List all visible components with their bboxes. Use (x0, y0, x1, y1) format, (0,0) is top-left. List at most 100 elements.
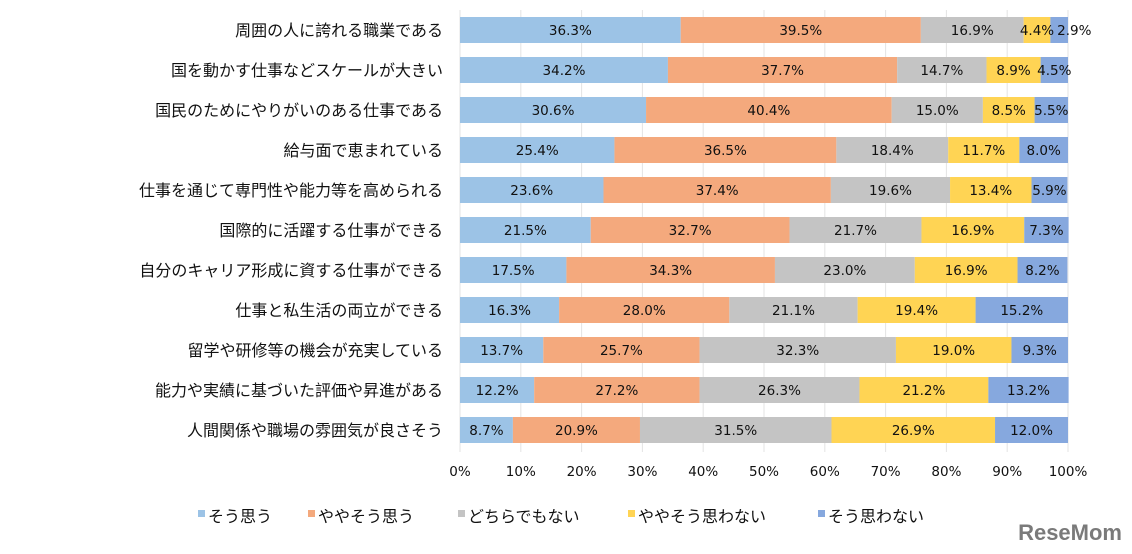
bar-segment (460, 377, 535, 403)
data-label: 16.9% (951, 23, 994, 39)
data-label: 8.7% (469, 423, 503, 439)
data-label: 7.3% (1029, 223, 1063, 239)
bar-segment (891, 97, 983, 123)
bar-segment (1023, 17, 1051, 43)
bar-segment (460, 337, 544, 363)
legend-label: ややそう思う (318, 507, 414, 526)
bar-segment (982, 97, 1035, 123)
bar-segment (830, 177, 951, 203)
data-label: 25.7% (600, 343, 643, 359)
bar-segment (975, 297, 1068, 323)
data-label: 30.6% (532, 103, 575, 119)
bar-segment (1034, 97, 1068, 123)
category-label: 国を動かす仕事などスケールが大きい (171, 61, 443, 80)
data-label: 9.3% (1023, 343, 1057, 359)
bar-segment (460, 177, 604, 203)
bar-segment (859, 377, 989, 403)
data-label: 8.5% (992, 103, 1026, 119)
legend-swatch (198, 510, 205, 517)
data-label: 17.5% (492, 263, 535, 279)
data-label: 32.3% (776, 343, 819, 359)
x-tick-label: 50% (749, 464, 779, 480)
category-label: 人間関係や職場の雰囲気が良さそう (187, 421, 443, 440)
data-label: 4.5% (1037, 63, 1071, 79)
bar-segment (836, 137, 949, 163)
category-label: 能力や実績に基づいた評価や昇進がある (155, 381, 443, 400)
bar-segment (1011, 337, 1068, 363)
data-label: 36.3% (549, 23, 592, 39)
x-tick-label: 10% (506, 464, 536, 480)
bar-segment (948, 137, 1020, 163)
data-label: 13.7% (480, 343, 523, 359)
x-tick-label: 100% (1049, 464, 1088, 480)
legend-label: そう思わない (828, 507, 924, 526)
category-label: 国際的に活躍する仕事ができる (219, 221, 443, 240)
x-tick-label: 80% (931, 464, 961, 480)
data-label: 40.4% (747, 103, 790, 119)
data-label: 16.3% (488, 303, 531, 319)
data-label: 16.9% (945, 263, 988, 279)
x-tick-label: 40% (688, 464, 718, 480)
data-label: 19.6% (869, 183, 912, 199)
data-label: 13.2% (1007, 383, 1050, 399)
data-label: 18.4% (871, 143, 914, 159)
bar-segment (1040, 57, 1068, 83)
bar-segment (1031, 177, 1068, 203)
data-label: 8.0% (1027, 143, 1061, 159)
data-label: 34.3% (649, 263, 692, 279)
bar-segment (460, 297, 560, 323)
x-tick-label: 70% (871, 464, 901, 480)
data-label: 21.2% (902, 383, 945, 399)
bar-segment (680, 17, 921, 43)
data-label: 26.3% (758, 383, 801, 399)
data-label: 39.5% (779, 23, 822, 39)
data-label: 23.0% (823, 263, 866, 279)
category-label: 国民のためにやりがいのある仕事である (155, 101, 443, 120)
bar-segment (1024, 217, 1069, 243)
legend-label: そう思う (208, 507, 272, 526)
x-tick-label: 90% (992, 464, 1022, 480)
data-label: 31.5% (714, 423, 757, 439)
bar-segment (897, 57, 987, 83)
bar-segment (699, 377, 860, 403)
data-label: 8.9% (996, 63, 1030, 79)
bar-segment (460, 217, 591, 243)
x-tick-label: 60% (810, 464, 840, 480)
category-label: 仕事を通じて専門性や能力等を高められる (139, 181, 443, 200)
data-label: 37.4% (696, 183, 739, 199)
data-label: 19.0% (932, 343, 975, 359)
bar-segment (590, 217, 790, 243)
bar-segment (667, 57, 898, 83)
category-label: 給与面で恵まれている (283, 141, 443, 160)
category-label: 留学や研修等の機会が充実している (187, 341, 443, 360)
legend-label: どちらでもない (468, 507, 580, 526)
bar-segment (534, 377, 700, 403)
bar-segment (460, 97, 647, 123)
bar-segment (950, 177, 1032, 203)
data-label: 36.5% (704, 143, 747, 159)
data-label: 37.7% (761, 63, 804, 79)
bar-segment (921, 217, 1025, 243)
x-tick-label: 20% (567, 464, 597, 480)
data-label: 13.4% (969, 183, 1012, 199)
bar-segment (1019, 137, 1068, 163)
bar-segment (831, 417, 996, 443)
bar-segment (646, 97, 892, 123)
category-label: 周囲の人に誇れる職業である (235, 21, 443, 40)
data-label: 5.5% (1034, 103, 1068, 119)
data-label: 16.9% (951, 223, 994, 239)
data-label: 25.4% (516, 143, 559, 159)
bar-segment (460, 417, 513, 443)
data-label: 2.9% (1057, 23, 1091, 39)
data-label: 15.0% (916, 103, 959, 119)
category-label: 仕事と私生活の両立ができる (235, 301, 443, 320)
legend-swatch (628, 510, 635, 517)
bar-segment (857, 297, 976, 323)
data-label: 32.7% (669, 223, 712, 239)
data-label: 4.4% (1020, 23, 1054, 39)
bar-segment (1017, 257, 1068, 283)
category-label: 自分のキャリア形成に資する仕事ができる (139, 261, 443, 280)
bar-segment (639, 417, 832, 443)
